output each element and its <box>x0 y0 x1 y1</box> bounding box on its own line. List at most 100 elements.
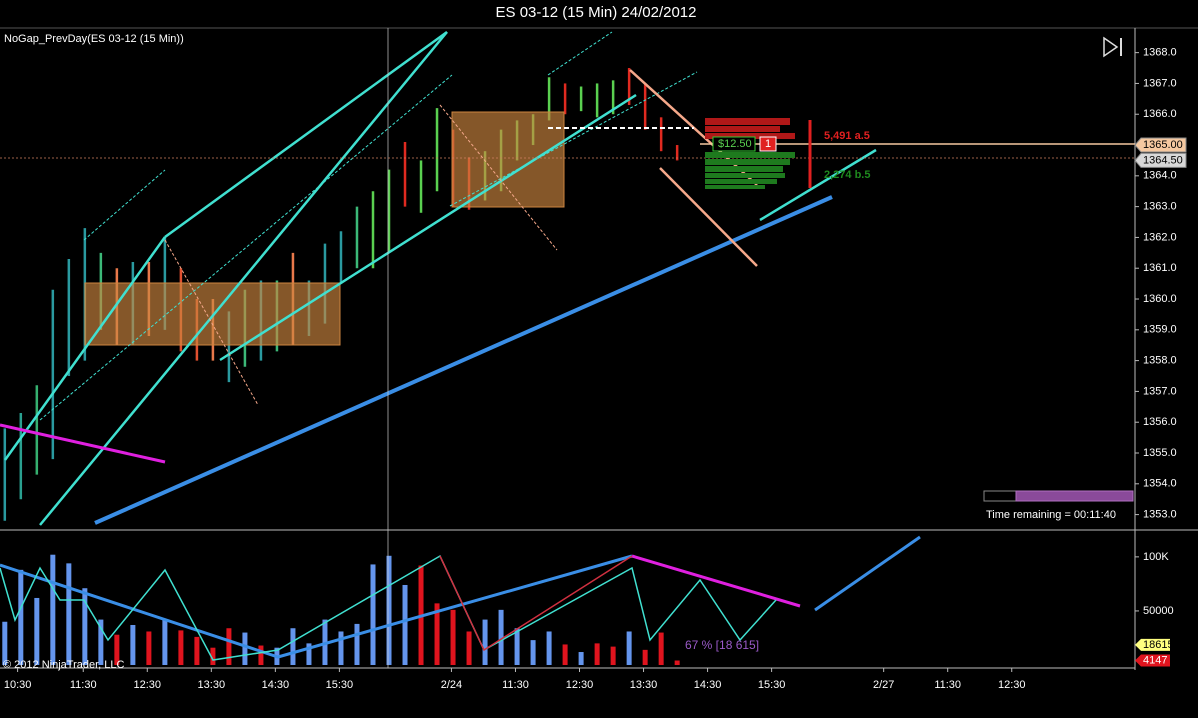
x-tick-label: 11:30 <box>502 679 529 691</box>
volume-trend <box>814 535 921 612</box>
play-icon[interactable] <box>1103 36 1122 58</box>
volume-annotation: 67 % [18 615] <box>685 638 759 652</box>
volume-bar <box>130 624 136 665</box>
y-tick-label: 1353.0 <box>1143 509 1177 521</box>
volume-bar <box>2 621 8 665</box>
pnl: $12.50 <box>718 138 752 150</box>
volume-bar <box>226 628 232 665</box>
x-tick-label: 2/24 <box>441 679 462 691</box>
trend-line <box>3 236 167 461</box>
volume-bar <box>658 632 664 665</box>
trend-line <box>547 31 613 76</box>
volume-bar <box>354 623 360 665</box>
y-tick-label: 1363.0 <box>1143 201 1177 213</box>
volume-bar <box>66 563 72 665</box>
y-tick-label: 1357.0 <box>1143 385 1177 397</box>
volume-bar <box>594 643 600 665</box>
x-tick-label: 11:30 <box>70 679 97 691</box>
volume-bar <box>306 643 312 665</box>
x-tick-label: 14:30 <box>262 679 290 691</box>
x-tick-label: 13:30 <box>630 679 658 691</box>
volume-bar <box>626 631 632 665</box>
volume-bar <box>50 554 56 665</box>
range-box <box>451 111 565 208</box>
copyright: © 2012 NinjaTrader, LLC <box>3 659 124 671</box>
volume-bar <box>466 631 472 665</box>
trend-line <box>449 71 698 207</box>
y-tick-label: 1354.0 <box>1143 478 1177 490</box>
volume-bar <box>642 649 648 665</box>
price-marker <box>1134 152 1187 168</box>
x-tick-label: 10:30 <box>4 679 32 691</box>
trend-line <box>164 30 448 239</box>
volume-bar <box>498 609 504 665</box>
y-tick-label: 50000 <box>1143 605 1174 617</box>
y-tick-label: 1366.0 <box>1143 108 1177 120</box>
trend-line <box>164 239 259 406</box>
position: 1 <box>765 138 771 150</box>
volume-bar <box>562 644 568 665</box>
volume-trend <box>0 554 633 659</box>
y-tick-label: 1355.0 <box>1143 447 1177 459</box>
y-tick-label: 1356.0 <box>1143 416 1177 428</box>
trend-line <box>83 169 166 241</box>
volume-bar <box>674 660 680 665</box>
ask-size: 5,491 a.5 <box>824 130 870 142</box>
y-tick-label: 1361.0 <box>1143 262 1177 274</box>
x-tick-label: 12:30 <box>134 679 162 691</box>
order-book <box>705 118 812 189</box>
y-tick-label: 1359.0 <box>1143 324 1177 336</box>
y-tick-label: 1364.0 <box>1143 170 1177 182</box>
volume-bar <box>290 628 296 665</box>
volume-bar <box>146 631 152 665</box>
volume-marker-label: 18615 <box>1143 639 1174 651</box>
volume-marker <box>1135 654 1170 667</box>
price-marker-label: 1365.00 <box>1143 139 1183 151</box>
range-box <box>84 282 341 346</box>
volume-zigzag <box>0 554 777 661</box>
position-box[interactable] <box>759 136 777 152</box>
x-tick-label: 11:30 <box>934 679 961 691</box>
trend-line <box>94 195 833 525</box>
x-tick-label: 12:30 <box>998 679 1026 691</box>
volume-bar <box>178 630 184 665</box>
volume-bar <box>386 555 392 665</box>
volume-zigzag <box>439 555 633 652</box>
volume-bar <box>546 631 552 665</box>
trend-line <box>219 93 637 362</box>
volume-bar <box>530 640 536 665</box>
time-remaining: Time remaining = 00:11:40 <box>986 509 1116 521</box>
price-marker <box>1134 137 1187 153</box>
chart-title: ES 03-12 (15 Min) 24/02/2012 <box>496 4 697 21</box>
volume-bar <box>242 632 248 665</box>
volume-trend <box>631 554 801 608</box>
y-tick-label: 1368.0 <box>1143 47 1177 59</box>
trend-line <box>759 148 877 222</box>
volume-marker-label: 4147 <box>1143 654 1167 666</box>
volume-bar <box>450 609 456 665</box>
volume-bar <box>338 631 344 665</box>
x-tick-label: 15:30 <box>326 679 354 691</box>
volume-bar <box>402 584 408 665</box>
bid-size: 2,274 b.5 <box>824 169 870 181</box>
volume-bar <box>82 588 88 665</box>
trend-line <box>439 104 558 251</box>
volume-bar <box>578 652 584 665</box>
volume-bar <box>18 569 24 665</box>
volume-bar <box>434 603 440 665</box>
volume-bar <box>258 645 264 665</box>
price-marker-label: 1364.50 <box>1143 154 1183 166</box>
x-tick-label: 13:30 <box>198 679 226 691</box>
indicator-label: NoGap_PrevDay(ES 03-12 (15 Min)) <box>4 33 184 45</box>
volume-bar <box>210 647 216 665</box>
y-tick-label: 1360.0 <box>1143 293 1177 305</box>
volume-bar <box>194 636 200 665</box>
volume-marker <box>1135 638 1170 651</box>
y-tick-label: 1358.0 <box>1143 355 1177 367</box>
trend-line <box>659 167 758 267</box>
volume-bar <box>514 628 520 665</box>
drawings <box>0 28 1135 668</box>
pnl-box <box>712 136 756 152</box>
y-tick-label: 1367.0 <box>1143 77 1177 89</box>
